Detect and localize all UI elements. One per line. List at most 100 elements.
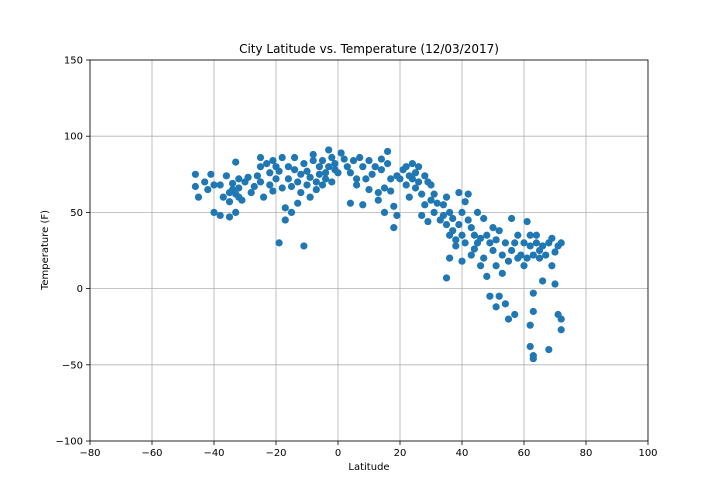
scatter-point [446, 254, 454, 262]
scatter-point [430, 190, 438, 198]
scatter-point [415, 178, 423, 186]
scatter-point [300, 160, 308, 168]
scatter-point [229, 179, 237, 188]
scatter-point [343, 163, 351, 171]
scatter-point [334, 169, 342, 177]
scatter-point [269, 156, 277, 165]
scatter-point [557, 326, 565, 334]
scatter-point [480, 254, 488, 262]
scatter-point [455, 220, 463, 229]
scatter-point [256, 153, 265, 162]
scatter-point [284, 175, 292, 183]
scatter-point [548, 234, 556, 242]
scatter-point [374, 188, 382, 197]
scatter-point [281, 216, 289, 224]
scatter-point [520, 239, 528, 247]
x-tick-label: −40 [203, 448, 224, 459]
scatter-point [535, 254, 544, 262]
scatter-point [439, 201, 447, 209]
scatter-point [204, 185, 212, 194]
scatter-point [461, 239, 469, 247]
axis-ticks: −80 −60 −40 −20 0 20 40 60 80 100 −100 −50 0 50 100 150 [56, 56, 658, 460]
scatter-point [501, 300, 509, 308]
scatter-point [452, 236, 460, 244]
scatter-point [362, 175, 370, 183]
plot-frame [89, 59, 649, 442]
x-axis-label: Latitude [348, 462, 389, 473]
scatter-point [411, 184, 420, 192]
y-tick-label: −100 [56, 437, 83, 448]
scatter-point [328, 178, 336, 186]
scatter-point [318, 181, 327, 189]
scatter-point [278, 184, 286, 192]
x-tick-label: 60 [518, 448, 531, 459]
scatter-point [411, 169, 420, 177]
scatter-point [517, 251, 525, 259]
scatter-point [312, 178, 320, 186]
scatter-point [210, 208, 218, 216]
scatter-point [365, 156, 373, 165]
scatter-point [523, 254, 531, 262]
scatter-point [191, 182, 199, 191]
scatter-point [263, 160, 271, 168]
scatter-point [495, 292, 503, 300]
scatter-point [315, 170, 323, 178]
scatter-point [511, 239, 519, 247]
scatter-point [539, 277, 547, 285]
scatter-point [542, 251, 550, 259]
scatter-point [216, 211, 224, 220]
scatter-point [492, 303, 500, 311]
chart-title: City Latitude vs. Temperature (12/03/201… [239, 42, 499, 56]
scatter-point [387, 187, 395, 195]
scatter-point [473, 208, 482, 216]
scatter-point [315, 163, 323, 171]
scatter-point [523, 217, 531, 226]
scatter-point [483, 272, 491, 281]
scatter-point [256, 163, 265, 171]
scatter-point [449, 227, 457, 235]
scatter-point [390, 224, 398, 232]
scatter-point [287, 182, 296, 191]
scatter-point [191, 170, 199, 178]
x-tick-label: 100 [638, 448, 657, 459]
scatter-point [216, 181, 224, 189]
scatter-point [222, 172, 230, 180]
scatter-point [306, 193, 314, 201]
scatter-point [210, 181, 218, 189]
scatter-point [480, 214, 488, 223]
scatter-point [455, 188, 463, 197]
scatter-point [442, 274, 451, 282]
y-tick-label: −50 [62, 360, 83, 371]
scatter-point [529, 355, 537, 363]
scatter-point [194, 193, 203, 201]
data-points [191, 146, 565, 363]
y-axis-label: Temperature (F) [40, 210, 51, 291]
scatter-point [201, 178, 209, 186]
x-tick-label: −20 [265, 448, 286, 459]
scatter-point [303, 181, 311, 189]
scatter-point [464, 190, 472, 198]
scatter-point [346, 169, 354, 177]
scatter-point [356, 153, 364, 162]
scatter-point [492, 262, 500, 270]
scatter-point [322, 175, 330, 183]
scatter-point [291, 166, 299, 174]
scatter-point [253, 172, 261, 180]
scatter-point [235, 175, 243, 183]
scatter-point [353, 175, 361, 183]
scatter-point [300, 242, 308, 250]
scatter-point [374, 196, 382, 204]
scatter-point [545, 345, 553, 354]
scatter-point [390, 202, 398, 210]
y-tick-label: 150 [64, 56, 83, 67]
scatter-point [244, 173, 252, 181]
scatter-point [256, 178, 265, 186]
scatter-point [498, 251, 506, 259]
scatter-point [402, 181, 410, 189]
scatter-point [439, 211, 447, 220]
scatter-point [238, 196, 246, 204]
scatter-point [291, 153, 299, 162]
scatter-point [266, 169, 274, 177]
scatter-point [430, 208, 438, 216]
